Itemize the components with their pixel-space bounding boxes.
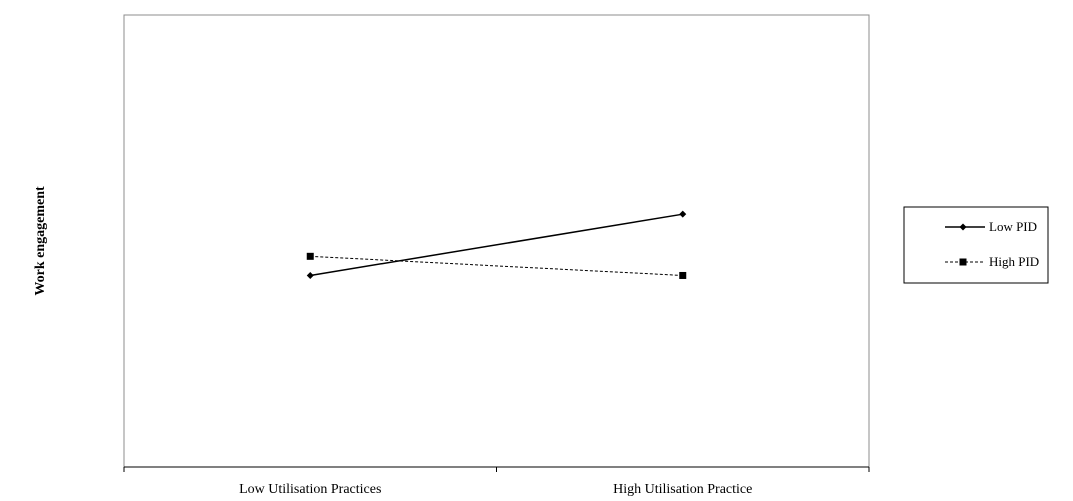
data-point-diamond	[959, 223, 967, 231]
legend-label: Low PID	[989, 219, 1037, 234]
legend: Low PID High PID	[903, 206, 1049, 284]
legend-label: High PID	[989, 254, 1039, 269]
data-point-square	[959, 258, 967, 266]
series-line	[310, 213, 683, 277]
legend-box	[903, 206, 1049, 284]
x-axis-ticks	[123, 467, 870, 472]
x-tick-label: High Utilisation Practice	[613, 482, 752, 497]
plot-area-frame	[123, 14, 870, 468]
x-tick-label: Low Utilisation Practices	[239, 482, 381, 497]
data-point-diamond	[679, 210, 687, 218]
data-point-diamond	[306, 271, 314, 279]
y-axis-label: Work engagement	[33, 186, 48, 296]
series-high-pid	[306, 252, 687, 279]
series-low-pid	[306, 210, 687, 279]
data-point-square	[679, 271, 687, 279]
x-tick-labels: Low Utilisation Practices High Utilisatio…	[239, 482, 752, 497]
series-line	[310, 255, 683, 276]
data-point-square	[306, 252, 314, 260]
legend-items: Low PID High PID	[945, 219, 1039, 269]
series-layer	[306, 210, 687, 279]
